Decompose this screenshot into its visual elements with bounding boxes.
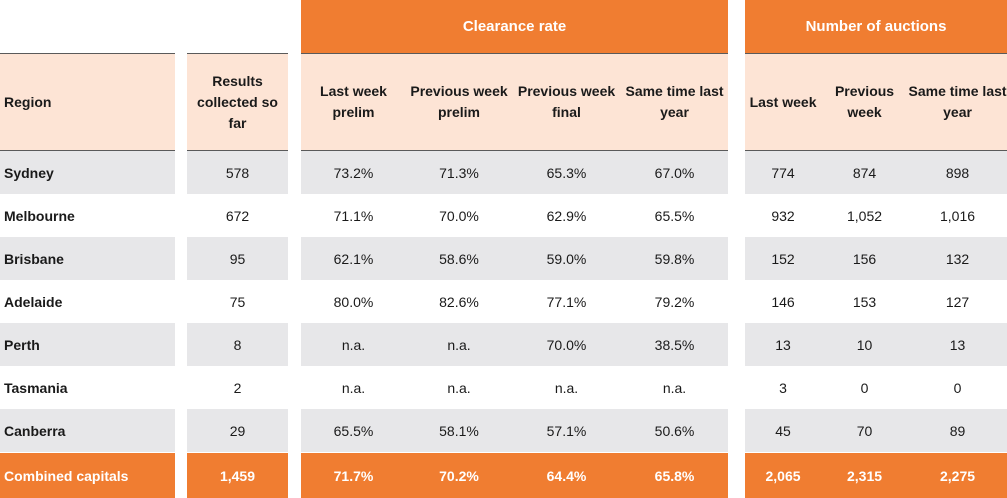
same-time-last-year-rate-cell: 65.5% [654,207,695,224]
previous-week-final-cell: 77.1% [546,293,587,310]
previous-week-final-cell: 64.4% [512,453,621,498]
region-cell: Adelaide [4,293,63,310]
previous-week-final-cell: 62.9% [546,207,587,224]
results-collected-header: Results collected so far [187,53,288,151]
region-cell: Brisbane [0,237,175,280]
same-time-last-year-rate-cell: 67.0% [621,150,729,194]
last-week-auctions-cell: 2,065 [745,453,822,498]
same-time-last-year-rate-cell: 50.6% [621,409,729,452]
previous-week-final-cell: 70.0% [512,323,621,366]
last-week-auctions-header: Last week [745,53,822,151]
table-row: Adelaide 75 80.0% 82.6% 77.1% 79.2% 146 … [0,280,1007,323]
same-time-last-year-auctions-cell: 0 [953,379,962,396]
previous-week-auctions-header: Previous week [821,53,909,151]
previous-week-auctions-cell: 0 [860,379,869,396]
previous-week-auctions-cell: 10 [821,323,909,366]
number-of-auctions-group-header: Number of auctions [745,0,1007,54]
region-cell: Sydney [0,150,175,194]
table-row: Canberra 29 65.5% 58.1% 57.1% 50.6% 45 7… [0,409,1007,452]
region-cell: Perth [0,323,175,366]
results-cell: 29 [187,409,288,452]
results-cell: 75 [229,293,246,310]
previous-week-prelim-cell: 58.6% [406,237,512,280]
results-cell: 1,459 [187,453,288,498]
previous-week-prelim-header: Previous week prelim [406,53,512,151]
results-cell: 2 [233,379,242,396]
last-week-auctions-cell: 774 [745,150,822,194]
previous-week-auctions-cell: 1,052 [847,207,883,224]
same-time-last-year-auctions-cell: 898 [908,150,1007,194]
group-header-row: Clearance rate Number of auctions [0,0,1007,54]
same-time-last-year-auctions-cell: 132 [908,237,1007,280]
last-week-prelim-cell: 80.0% [333,293,374,310]
region-cell: Melbourne [4,207,75,224]
same-time-last-year-auctions-header: Same time last year [908,53,1007,151]
region-cell: Tasmania [4,379,68,396]
previous-week-final-header: Previous week final [512,53,621,151]
table-row: Sydney 578 73.2% 71.3% 65.3% 67.0% 774 8… [0,150,1007,194]
same-time-last-year-rate-header: Same time last year [621,53,729,151]
same-time-last-year-rate-cell: 65.8% [621,453,729,498]
same-time-last-year-rate-cell: 59.8% [621,237,729,280]
previous-week-prelim-cell: 70.0% [439,207,479,224]
last-week-auctions-cell: 3 [779,379,787,396]
previous-week-final-cell: 57.1% [512,409,621,452]
previous-week-final-cell: 65.3% [512,150,621,194]
previous-week-prelim-cell: 58.1% [406,409,512,452]
results-cell: 8 [187,323,288,366]
same-time-last-year-auctions-cell: 89 [908,409,1007,452]
same-time-last-year-rate-cell: 79.2% [654,293,695,310]
last-week-prelim-cell: 65.5% [301,409,406,452]
results-cell: 578 [187,150,288,194]
same-time-last-year-auctions-cell: 127 [945,293,970,310]
clearance-rate-group-header: Clearance rate [301,0,729,54]
last-week-prelim-cell: 71.1% [333,207,374,224]
last-week-auctions-cell: 45 [745,409,822,452]
previous-week-auctions-cell: 153 [852,293,877,310]
table-row: Brisbane 95 62.1% 58.6% 59.0% 59.8% 152 … [0,237,1007,280]
previous-week-auctions-cell: 874 [821,150,909,194]
previous-week-prelim-cell: 70.2% [406,453,512,498]
same-time-last-year-auctions-cell: 2,275 [908,453,1007,498]
previous-week-prelim-cell: 82.6% [439,293,479,310]
last-week-prelim-header: Last week prelim [301,53,406,151]
last-week-auctions-cell: 152 [745,237,822,280]
results-cell: 672 [225,207,250,224]
table-row: Melbourne 672 71.1% 70.0% 62.9% 65.5% 93… [0,194,1007,237]
same-time-last-year-rate-cell: n.a. [662,379,687,396]
same-time-last-year-rate-cell: 38.5% [621,323,729,366]
previous-week-auctions-cell: 2,315 [821,453,909,498]
combined-capitals-row: Combined capitals 1,459 71.7% 70.2% 64.4… [0,453,1007,498]
last-week-prelim-cell: n.a. [341,379,366,396]
previous-week-final-cell: n.a. [554,379,579,396]
last-week-auctions-cell: 13 [745,323,822,366]
previous-week-auctions-cell: 156 [821,237,909,280]
previous-week-final-cell: 59.0% [512,237,621,280]
region-header: Region [0,53,175,151]
same-time-last-year-auctions-cell: 1,016 [940,207,976,224]
previous-week-prelim-cell: n.a. [406,323,512,366]
previous-week-prelim-cell: n.a. [447,379,471,396]
previous-week-prelim-cell: 71.3% [406,150,512,194]
table-row: Perth 8 n.a. n.a. 70.0% 38.5% 13 10 13 [0,323,1007,366]
last-week-prelim-cell: 62.1% [301,237,406,280]
last-week-prelim-cell: 71.7% [301,453,406,498]
last-week-auctions-cell: 932 [771,207,795,224]
region-cell: Combined capitals [0,453,175,498]
last-week-prelim-cell: 73.2% [301,150,406,194]
column-header-row: Region Results collected so far Last wee… [0,53,1007,151]
same-time-last-year-auctions-cell: 13 [908,323,1007,366]
table-row: Tasmania 2 n.a. n.a. n.a. n.a. 3 0 0 [0,366,1007,409]
region-cell: Canberra [0,409,175,452]
last-week-auctions-cell: 146 [771,293,795,310]
results-cell: 95 [187,237,288,280]
previous-week-auctions-cell: 70 [821,409,909,452]
last-week-prelim-cell: n.a. [301,323,406,366]
